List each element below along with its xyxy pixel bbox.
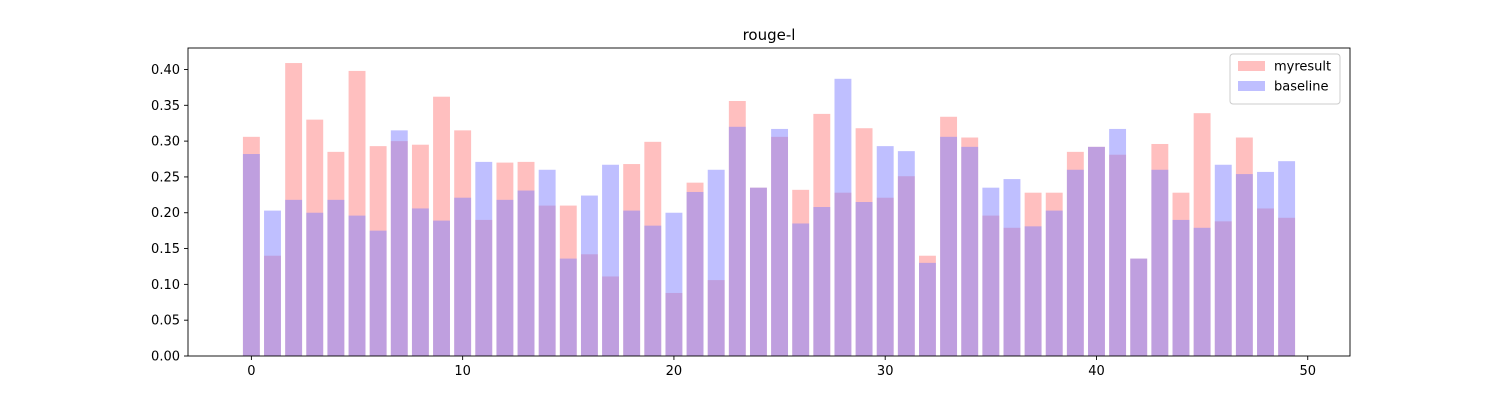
bar-baseline-45: [1193, 227, 1211, 356]
bar-baseline-42: [1130, 258, 1148, 356]
bar-baseline-43: [1151, 169, 1169, 356]
bar-baseline-17: [602, 164, 619, 356]
bar-baseline-18: [623, 210, 641, 356]
bars-layer: [242, 63, 1296, 357]
bar-baseline-2: [285, 199, 303, 356]
y-tick-label-0.30: 0.30: [151, 135, 180, 150]
y-tick-label-0.15: 0.15: [151, 242, 180, 257]
bar-baseline-37: [1024, 226, 1042, 356]
x-tick-label-30: 30: [877, 364, 894, 379]
bar-baseline-40: [1088, 146, 1105, 356]
bar-baseline-35: [982, 187, 1000, 356]
bar-baseline-30: [876, 146, 894, 356]
y-tick-label-0.25: 0.25: [151, 170, 180, 185]
y-tick-label-0.05: 0.05: [151, 314, 180, 329]
bar-baseline-19: [644, 225, 662, 356]
y-tick-label-0.10: 0.10: [151, 278, 180, 293]
legend-swatch-baseline: [1238, 81, 1265, 91]
bar-baseline-49: [1278, 161, 1296, 356]
bar-baseline-7: [390, 130, 408, 356]
y-tick-label-0.35: 0.35: [151, 99, 180, 114]
bar-baseline-31: [897, 151, 915, 356]
bar-baseline-5: [348, 215, 366, 356]
y-tick-label-0.00: 0.00: [151, 350, 180, 365]
y-tick-label-0.20: 0.20: [151, 206, 180, 221]
bar-baseline-9: [433, 220, 450, 356]
bar-baseline-24: [749, 187, 767, 356]
bar-baseline-22: [707, 169, 725, 356]
bar-baseline-38: [1045, 210, 1063, 356]
plot-frame: [187, 47, 1351, 357]
bar-baseline-25: [771, 128, 789, 356]
bar-baseline-34: [961, 146, 979, 356]
bar-baseline-39: [1066, 169, 1084, 356]
bar-baseline-1: [264, 210, 281, 356]
bar-baseline-16: [580, 195, 598, 356]
x-tick-label-20: 20: [666, 364, 683, 379]
bar-baseline-46: [1214, 164, 1232, 356]
bar-baseline-4: [327, 199, 345, 356]
x-tick-label-40: 40: [1088, 364, 1105, 379]
legend-label-myresult: myresult: [1274, 60, 1331, 75]
chart-title: rouge-l: [743, 26, 796, 44]
bar-baseline-32: [919, 262, 936, 356]
bar-baseline-29: [855, 202, 873, 356]
bar-baseline-12: [496, 199, 514, 356]
bar-baseline-33: [940, 136, 958, 356]
series-baseline: [242, 78, 1296, 357]
legend-label-baseline: baseline: [1274, 80, 1328, 95]
bar-baseline-11: [475, 161, 493, 356]
y-tick-label-0.40: 0.40: [151, 63, 180, 78]
bar-baseline-23: [728, 126, 746, 356]
bar-baseline-8: [411, 208, 429, 356]
bar-baseline-21: [686, 191, 704, 356]
bar-baseline-20: [665, 212, 683, 356]
axes-layer: 0 10 20 30 40 50 0.00 0.05 0.10 0.15 0.20 0.25 0.30 0…: [151, 47, 1351, 379]
bar-baseline-0: [242, 154, 260, 356]
bar-baseline-27: [813, 207, 831, 356]
legend: myresult baseline: [1229, 53, 1341, 105]
bar-baseline-36: [1003, 179, 1021, 356]
bar-baseline-10: [454, 197, 472, 356]
bar-baseline-48: [1257, 171, 1274, 356]
legend-swatch-myresult: [1238, 61, 1265, 71]
bar-baseline-6: [369, 230, 387, 356]
bar-baseline-15: [559, 258, 577, 356]
x-tick-label-50: 50: [1299, 364, 1316, 379]
bar-baseline-13: [517, 190, 535, 356]
bar-baseline-47: [1235, 174, 1253, 356]
x-tick-label-0: 0: [247, 364, 255, 379]
bar-baseline-28: [834, 78, 852, 357]
bar-baseline-41: [1109, 128, 1127, 356]
bar-baseline-44: [1172, 219, 1190, 356]
bar-baseline-3: [306, 212, 324, 356]
bar-baseline-14: [538, 169, 556, 356]
x-tick-label-10: 10: [454, 364, 471, 379]
bar-baseline-26: [792, 223, 810, 356]
